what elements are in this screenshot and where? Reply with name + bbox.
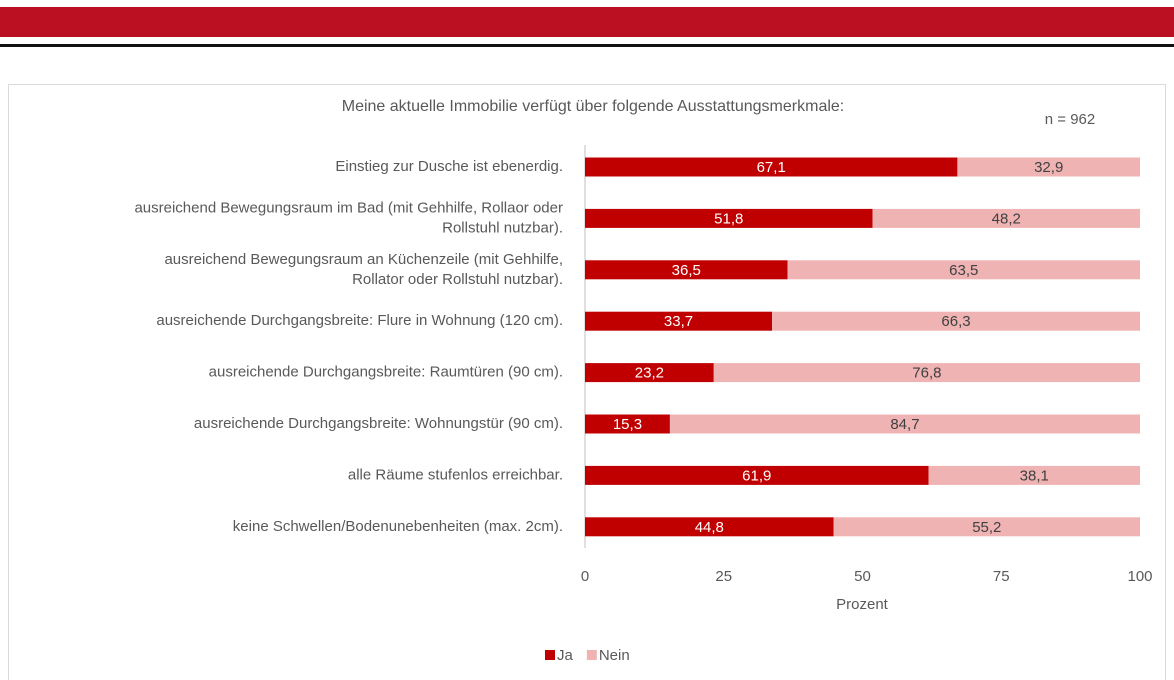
legend-label: Ja — [557, 647, 574, 664]
bar-segment — [585, 465, 929, 485]
data-label: 67,1 — [757, 159, 786, 176]
y-tick-label: keine Schwellen/Bodenunebenheiten (max. … — [233, 518, 563, 535]
bar-segment — [585, 517, 834, 537]
data-label: 48,2 — [992, 210, 1021, 227]
y-tick-label: ausreichende Durchgangsbreite: Wohnungst… — [194, 415, 563, 432]
bar-segment — [833, 517, 1140, 537]
bar-segment — [585, 311, 773, 331]
bar-segment — [669, 414, 1140, 434]
header-band — [0, 7, 1174, 37]
data-label: 23,2 — [635, 365, 664, 382]
data-label: 55,2 — [972, 519, 1001, 536]
bar-segment — [872, 208, 1140, 228]
chart-title: Meine aktuelle Immobilie verfügt über fo… — [342, 98, 844, 115]
data-label: 63,5 — [949, 262, 978, 279]
y-tick-label: Rollator oder Rollstuhl nutzbar). — [352, 271, 563, 288]
bar-segment — [772, 311, 1140, 331]
bar-segment — [585, 157, 958, 177]
y-tick-label: ausreichend Bewegungsraum im Bad (mit Ge… — [134, 199, 563, 216]
bar-segment — [585, 363, 714, 383]
legend-swatch — [545, 650, 555, 660]
x-tick-label: 50 — [854, 568, 871, 585]
chart-frame — [8, 84, 1166, 680]
bar-segment — [713, 363, 1140, 383]
legend-swatch — [586, 650, 597, 660]
bar-segment — [585, 208, 873, 228]
data-label: 84,7 — [890, 416, 919, 433]
bar-segment — [585, 414, 670, 434]
data-label: 38,1 — [1020, 467, 1049, 484]
legend-label: Nein — [599, 647, 630, 664]
x-tick-label: 75 — [993, 568, 1010, 585]
data-label: 32,9 — [1034, 159, 1063, 176]
data-label: 61,9 — [742, 467, 771, 484]
bar-segment — [957, 157, 1140, 177]
bar-segment — [928, 465, 1140, 485]
y-tick-label: Einstieg zur Dusche ist ebenerdig. — [335, 158, 563, 175]
data-label: 15,3 — [613, 416, 642, 433]
data-label: 51,8 — [714, 210, 743, 227]
y-tick-label: alle Räume stufenlos erreichbar. — [348, 466, 563, 483]
bar-segment — [787, 260, 1140, 280]
annotation: n = 962 — [1045, 111, 1095, 128]
data-label: 44,8 — [695, 519, 724, 536]
y-tick-label: Rollstuhl nutzbar). — [442, 219, 563, 236]
x-tick-label: 100 — [1127, 568, 1152, 585]
data-label: 36,5 — [672, 262, 701, 279]
x-axis-label: Prozent — [836, 596, 889, 613]
header-rule — [0, 44, 1174, 47]
y-tick-label: ausreichende Durchgangsbreite: Raumtüren… — [209, 364, 563, 381]
data-label: 33,7 — [664, 313, 693, 330]
y-tick-label: ausreichend Bewegungsraum an Küchenzeile… — [164, 251, 563, 268]
y-tick-label: ausreichende Durchgangsbreite: Flure in … — [156, 312, 563, 329]
data-label: 76,8 — [912, 365, 941, 382]
x-tick-label: 0 — [581, 568, 589, 585]
data-label: 66,3 — [941, 313, 970, 330]
bar-segment — [585, 260, 788, 280]
x-tick-label: 25 — [715, 568, 732, 585]
